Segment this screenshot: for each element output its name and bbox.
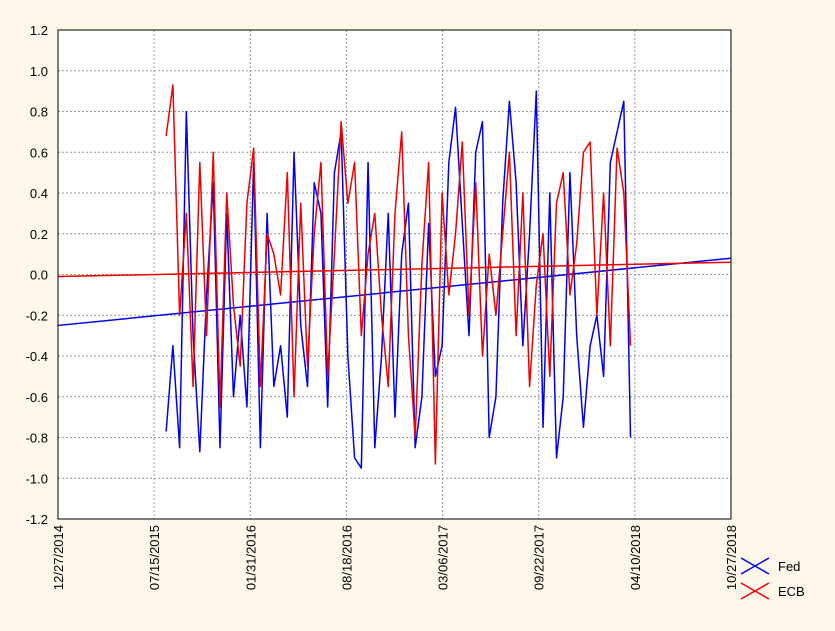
legend-symbol xyxy=(740,557,770,575)
x-tick-label: 03/06/2017 xyxy=(436,525,451,590)
x-tick-label: 08/18/2016 xyxy=(339,525,354,590)
x-tick-label: 04/10/2018 xyxy=(628,525,643,590)
labels: 1.2 1.0 0.8 0.6 0.4 0.2 0.0 -0.2 -0.4 -0.6 -0.8 -1.… xyxy=(26,23,739,590)
data-line xyxy=(165,84,632,465)
y-tick-label: 1.2 xyxy=(30,23,48,38)
x-tick-label: 09/22/2017 xyxy=(532,525,547,590)
y-tick-label: -0.4 xyxy=(26,349,48,364)
trend-line xyxy=(57,261,732,278)
y-tick-label: 0.0 xyxy=(30,268,48,283)
lines xyxy=(57,84,732,469)
x-tick-label: 10/27/2018 xyxy=(724,525,739,590)
y-tick-label: -1.2 xyxy=(26,512,48,527)
y-tick-label: 1.0 xyxy=(30,64,48,79)
legend: Fed ECB xyxy=(740,557,805,600)
y-tick-label: 0.2 xyxy=(30,227,48,242)
plot-border xyxy=(57,29,732,520)
y-tick-label: -0.6 xyxy=(26,390,48,405)
y-tick-label: -0.8 xyxy=(26,431,48,446)
y-tick-label: 0.4 xyxy=(30,186,48,201)
y-tick-label: 0.8 xyxy=(30,105,48,120)
trend-line xyxy=(57,257,732,327)
x-tick-label: 01/31/2016 xyxy=(243,525,258,590)
x-tick-label: 12/27/2014 xyxy=(51,525,66,590)
y-tick-label: -0.2 xyxy=(26,308,48,323)
legend-label: Fed xyxy=(778,559,800,574)
data-line xyxy=(165,90,632,469)
x-tick-label: 07/15/2015 xyxy=(147,525,162,590)
y-tick-label: -1.0 xyxy=(26,471,48,486)
legend-label: ECB xyxy=(778,584,805,599)
legend-symbol xyxy=(740,582,770,600)
y-tick-label: 0.6 xyxy=(30,145,48,160)
